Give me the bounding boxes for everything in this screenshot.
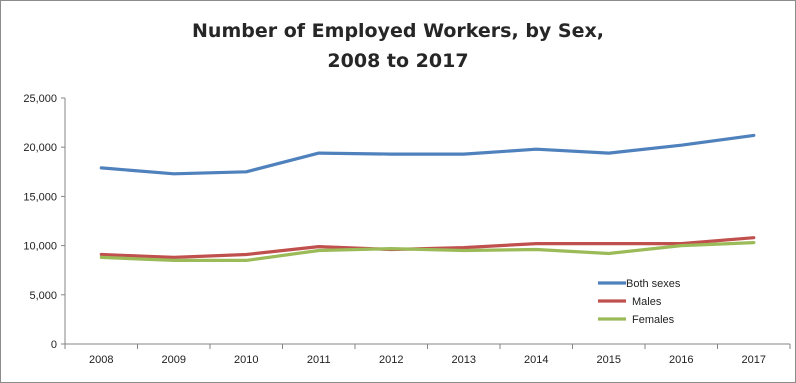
- axes: [64, 98, 790, 345]
- x-tick-label: 2008: [89, 354, 113, 366]
- legend-label: Females: [632, 314, 675, 326]
- chart-title-line-2: 2008 to 2017: [327, 50, 469, 72]
- series-line-both-sexes: [99, 133, 756, 176]
- chart-title-line-1: Number of Employed Workers, by Sex,: [192, 20, 604, 42]
- x-tick-label: 2010: [234, 354, 258, 366]
- y-tick-label: 0: [51, 339, 57, 351]
- series-line-females: [99, 241, 756, 262]
- y-tick-label: 10,000: [23, 241, 57, 253]
- ticks: 0 5,000 10,000 15,000 20,000 25,000 2008 2009 20…: [23, 93, 791, 366]
- x-tick-label: 2017: [742, 354, 766, 366]
- y-tick-label: 15,000: [23, 191, 57, 203]
- legend: Both sexes Males Females: [598, 278, 681, 326]
- x-tick-label: 2012: [379, 354, 403, 366]
- series-lines: [99, 133, 756, 262]
- x-tick-label: 2016: [669, 354, 693, 366]
- x-tick-label: 2013: [452, 354, 476, 366]
- x-tick-label: 2015: [597, 354, 621, 366]
- x-tick-label: 2009: [162, 354, 186, 366]
- x-tick-label: 2014: [524, 354, 548, 366]
- y-tick-label: 20,000: [23, 142, 57, 154]
- y-tick-label: 25,000: [23, 93, 57, 105]
- legend-label: Both sexes: [626, 278, 681, 290]
- x-tick-label: 2011: [307, 354, 331, 366]
- legend-label: Males: [632, 296, 662, 308]
- y-tick-label: 5,000: [29, 290, 57, 302]
